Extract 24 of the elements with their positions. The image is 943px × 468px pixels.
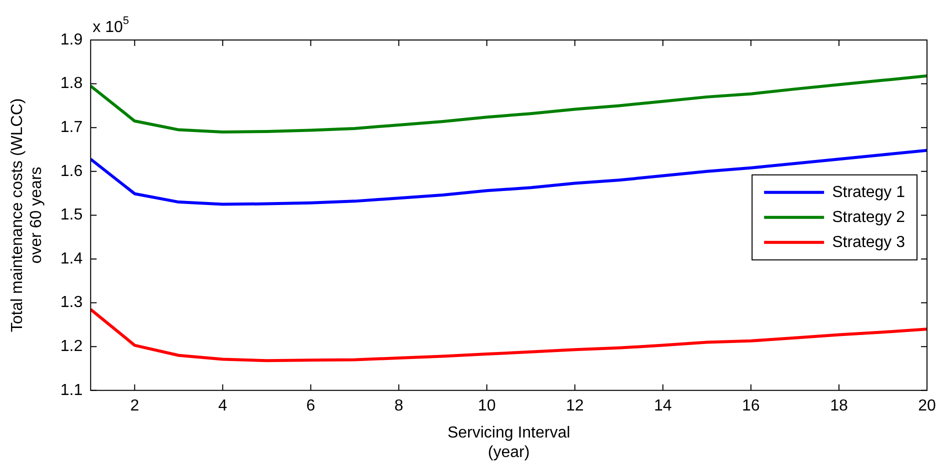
y-tick-label: 1.8 (60, 75, 83, 92)
x-tick-label: 14 (654, 397, 672, 414)
x-tick-label: 20 (918, 397, 936, 414)
x-tick-label: 16 (742, 397, 760, 414)
legend-label: Strategy 3 (832, 234, 906, 251)
x-tick-label: 18 (830, 397, 848, 414)
x-tick-label: 6 (306, 397, 316, 414)
y-tick-label: 1.2 (60, 338, 83, 356)
y-tick-label: 1.4 (60, 250, 83, 268)
x-tick-label: 4 (218, 397, 228, 414)
y-tick-label: 1.6 (60, 162, 83, 180)
y-axis-title: Total maintenance costs (WLCC) over 60 years (9, 98, 46, 332)
y-tick-label: 1.1 (60, 382, 83, 399)
y-tick-label: 1.5 (60, 206, 83, 224)
x-tick-label: 8 (394, 397, 404, 414)
x-tick-label: 2 (130, 397, 140, 414)
y-tick-label: 1.7 (60, 119, 83, 136)
y-tick-label: 1.9 (60, 31, 83, 48)
y-tick-label: 1.3 (60, 294, 83, 312)
x-tick-label: 12 (566, 397, 584, 414)
x-axis-title: Servicing Interval (year) (447, 424, 570, 461)
x-tick-label: 10 (478, 397, 496, 414)
legend-label: Strategy 1 (832, 184, 906, 201)
legend-label: Strategy 2 (832, 208, 906, 226)
